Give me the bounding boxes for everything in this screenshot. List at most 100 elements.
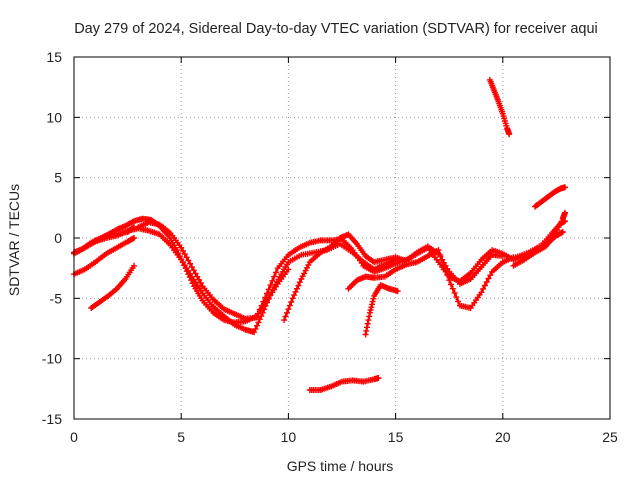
- data-point: [446, 277, 453, 284]
- y-tick-label: 5: [54, 170, 62, 186]
- data-point: [562, 209, 568, 216]
- y-tick-label: -5: [50, 290, 63, 306]
- data-series: [71, 76, 568, 393]
- data-point: [483, 279, 490, 285]
- data-point: [130, 224, 136, 231]
- data-point: [265, 286, 272, 293]
- x-tick-label: 15: [388, 429, 404, 445]
- data-point: [478, 289, 485, 296]
- data-point: [365, 317, 372, 324]
- data-point: [559, 229, 566, 235]
- series-arc9: [362, 282, 401, 338]
- data-point: [485, 275, 492, 282]
- series-arc4: [71, 235, 137, 278]
- data-point: [269, 277, 276, 284]
- data-point: [296, 279, 303, 286]
- data-point: [197, 280, 204, 286]
- data-point: [370, 295, 377, 302]
- data-point: [262, 294, 269, 301]
- series-arc10: [306, 375, 382, 393]
- x-tick-label: 25: [602, 429, 618, 445]
- data-point: [188, 264, 195, 270]
- chart-title: Day 279 of 2024, Sidereal Day-to-day VTE…: [74, 21, 598, 37]
- data-point: [256, 316, 263, 323]
- data-point: [196, 276, 203, 283]
- series-arc14: [512, 218, 568, 261]
- data-point: [181, 251, 188, 258]
- data-point: [260, 298, 267, 305]
- series-arc2: [71, 225, 399, 336]
- y-tick-label: 15: [46, 49, 62, 65]
- data-point: [444, 272, 451, 279]
- data-point: [451, 289, 458, 296]
- data-point: [259, 309, 266, 316]
- data-point: [442, 267, 449, 274]
- data-point: [194, 273, 201, 280]
- data-point: [272, 269, 279, 276]
- data-point: [253, 314, 260, 321]
- data-point: [131, 262, 137, 269]
- data-point: [252, 325, 259, 332]
- data-point: [255, 319, 262, 326]
- data-point: [281, 317, 288, 324]
- data-point: [254, 322, 260, 329]
- data-point: [255, 310, 261, 317]
- series-arc12: [532, 184, 568, 210]
- axes: 0 5 10 15 20 25 -15 -10 -5 0 5 10 15: [42, 49, 618, 445]
- data-point: [439, 257, 446, 264]
- y-axis-label: SDTVAR / TECUs: [6, 184, 22, 296]
- data-point: [449, 285, 456, 292]
- data-point: [295, 282, 302, 289]
- data-point: [282, 313, 289, 320]
- x-axis-label: GPS time / hours: [287, 458, 394, 474]
- data-point: [251, 329, 258, 336]
- data-point: [487, 272, 494, 279]
- series-arc13: [510, 209, 568, 269]
- data-point: [375, 375, 382, 381]
- data-point: [285, 306, 292, 313]
- data-point: [437, 252, 444, 259]
- data-point: [286, 302, 293, 309]
- data-point: [455, 298, 462, 305]
- data-point: [265, 296, 272, 303]
- data-point: [180, 247, 186, 254]
- data-point: [294, 285, 300, 292]
- y-tick-label: 0: [54, 230, 62, 246]
- series-arc5: [88, 262, 137, 311]
- data-point: [190, 267, 197, 274]
- x-tick-label: 5: [177, 429, 185, 445]
- data-point: [394, 288, 401, 295]
- data-point: [264, 299, 270, 306]
- data-point: [258, 313, 265, 319]
- data-point: [562, 218, 568, 225]
- data-point: [267, 282, 274, 289]
- data-point: [271, 273, 278, 280]
- data-point: [185, 257, 192, 264]
- series-arc8: [345, 247, 517, 311]
- data-point: [440, 262, 447, 269]
- data-point: [284, 309, 290, 316]
- data-point: [435, 247, 442, 254]
- x-tick-label: 0: [70, 429, 78, 445]
- data-point: [453, 294, 460, 301]
- data-point: [506, 131, 513, 138]
- data-point: [264, 290, 270, 297]
- data-point: [131, 235, 137, 241]
- data-point: [480, 285, 487, 292]
- data-point: [562, 184, 568, 191]
- data-point: [291, 292, 298, 299]
- x-tick-label: 20: [495, 429, 511, 445]
- data-point: [499, 253, 506, 260]
- series-arc11: [486, 76, 513, 138]
- y-tick-label: -15: [42, 411, 62, 427]
- data-point: [288, 299, 295, 305]
- y-tick-label: 10: [46, 109, 62, 125]
- data-point: [187, 260, 194, 267]
- data-point: [192, 270, 199, 277]
- data-point: [258, 302, 265, 309]
- data-point: [256, 306, 263, 313]
- data-point: [183, 254, 190, 261]
- y-tick-label: -10: [42, 351, 62, 367]
- x-tick-label: 10: [281, 429, 297, 445]
